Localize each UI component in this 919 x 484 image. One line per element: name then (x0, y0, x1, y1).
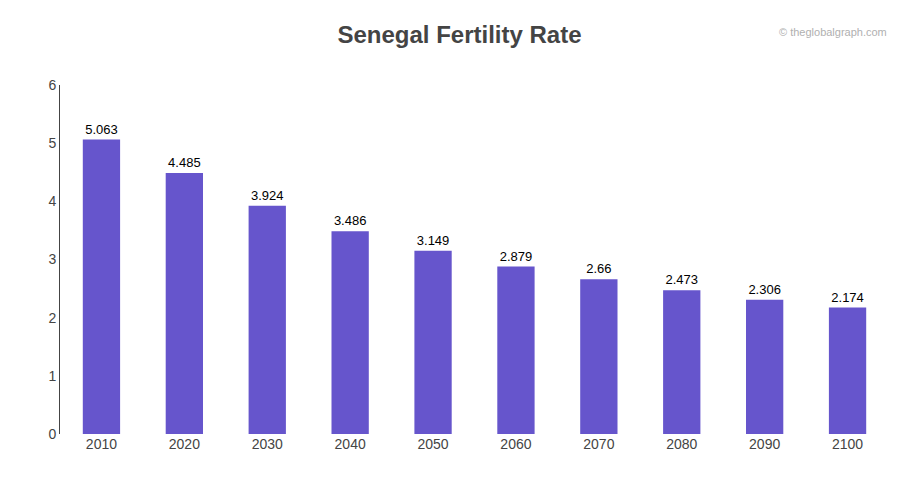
svg-text:2.473: 2.473 (665, 272, 698, 287)
svg-text:5.063: 5.063 (85, 122, 118, 137)
svg-text:2050: 2050 (417, 436, 448, 452)
svg-text:4.485: 4.485 (168, 155, 201, 170)
svg-text:2010: 2010 (86, 436, 117, 452)
svg-text:2.306: 2.306 (748, 282, 781, 297)
svg-text:Senegal Fertility Rate: Senegal Fertility Rate (337, 21, 581, 48)
svg-text:2090: 2090 (749, 436, 780, 452)
svg-text:2.66: 2.66 (586, 261, 611, 276)
svg-text:5: 5 (48, 135, 56, 151)
svg-text:2060: 2060 (500, 436, 531, 452)
svg-text:2080: 2080 (666, 436, 697, 452)
svg-text:2.879: 2.879 (500, 249, 533, 264)
svg-text:4: 4 (48, 193, 56, 209)
svg-text:1: 1 (48, 368, 56, 384)
svg-text:2100: 2100 (832, 436, 863, 452)
svg-text:0: 0 (48, 426, 56, 442)
svg-text:2040: 2040 (335, 436, 366, 452)
svg-text:3.924: 3.924 (251, 188, 284, 203)
svg-text:6: 6 (48, 77, 56, 93)
svg-text:3.486: 3.486 (334, 213, 367, 228)
svg-text:2030: 2030 (252, 436, 283, 452)
svg-text:2070: 2070 (583, 436, 614, 452)
svg-text:2: 2 (48, 310, 56, 326)
svg-text:2020: 2020 (169, 436, 200, 452)
svg-text:3: 3 (48, 251, 56, 267)
svg-text:© theglobalgraph.com: © theglobalgraph.com (779, 26, 887, 38)
svg-text:3.149: 3.149 (417, 233, 450, 248)
svg-text:2.174: 2.174 (831, 290, 864, 305)
